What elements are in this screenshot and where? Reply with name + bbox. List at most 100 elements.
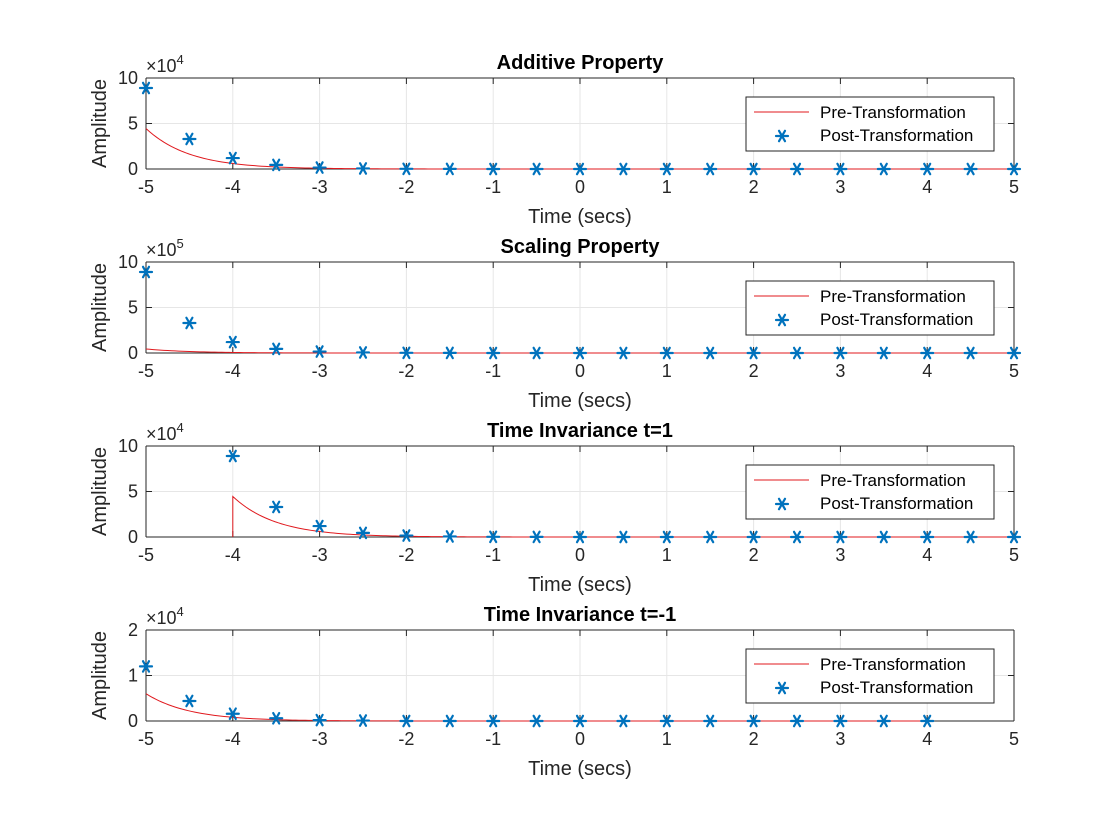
marker-stroke — [966, 162, 975, 176]
marker-stroke — [358, 162, 368, 175]
data-point-post-transformation — [876, 346, 891, 360]
x-tick-label: 4 — [922, 545, 932, 565]
data-point-post-transformation — [1006, 530, 1022, 544]
data-point-post-transformation — [355, 162, 371, 175]
legend-entry-label: Post-Transformation — [820, 126, 973, 145]
marker-stroke — [836, 162, 845, 176]
x-tick-label: 4 — [922, 177, 932, 197]
marker-stroke — [489, 530, 498, 544]
data-point-post-transformation — [269, 711, 284, 725]
axis-exponent-power: 5 — [177, 236, 184, 251]
y-tick-label: 10 — [118, 68, 138, 88]
y-tick-label: 0 — [128, 527, 138, 547]
legend-box — [745, 96, 995, 152]
data-point-post-transformation — [659, 162, 674, 176]
x-tick-label: 1 — [662, 729, 672, 749]
axis-exponent-base: ×10 — [146, 240, 177, 260]
marker-stroke — [575, 714, 585, 728]
data-point-post-transformation — [399, 346, 414, 360]
marker-stroke — [445, 162, 454, 176]
marker-stroke — [272, 711, 281, 725]
marker-stroke — [923, 346, 932, 360]
x-tick-label: -4 — [225, 361, 241, 381]
marker-stroke — [836, 714, 845, 728]
axis-exponent-label: ×104 — [146, 420, 184, 444]
marker-stroke — [879, 162, 888, 176]
axis-exponent-power: 4 — [177, 420, 184, 435]
legend-marker-post — [774, 129, 790, 143]
data-point-post-transformation — [572, 162, 588, 176]
marker-stroke — [575, 162, 585, 176]
legend: Pre-Transformation Post-Transformation — [745, 280, 995, 336]
marker-stroke — [777, 497, 787, 511]
marker-stroke — [228, 335, 237, 349]
data-point-post-transformation — [659, 714, 674, 728]
marker-stroke — [228, 449, 237, 463]
y-tick-label: 10 — [118, 436, 138, 456]
marker-stroke — [619, 714, 628, 728]
x-tick-label: 0 — [575, 361, 585, 381]
chart-title: Time Invariance t=-1 — [484, 604, 677, 626]
chart-title: Scaling Property — [501, 236, 661, 258]
data-point-post-transformation — [529, 162, 544, 176]
x-tick-label: 0 — [575, 729, 585, 749]
data-point-post-transformation — [225, 449, 240, 463]
data-point-post-transformation — [746, 714, 761, 728]
data-point-post-transformation — [659, 530, 674, 544]
legend-entry-label: Pre-Transformation — [820, 471, 966, 490]
data-point-post-transformation — [486, 346, 501, 360]
y-tick-label: 0 — [128, 343, 138, 363]
data-point-post-transformation — [399, 714, 414, 728]
x-tick-label: 4 — [922, 361, 932, 381]
axis-exponent-power: 4 — [177, 604, 184, 619]
x-tick-label: -3 — [312, 361, 328, 381]
marker-stroke — [792, 346, 802, 360]
data-point-post-transformation — [486, 714, 501, 728]
legend-box — [745, 648, 995, 704]
marker-stroke — [619, 346, 628, 360]
marker-stroke — [966, 530, 975, 544]
marker-stroke — [706, 346, 715, 360]
data-point-post-transformation — [963, 530, 978, 544]
x-tick-label: -1 — [485, 729, 501, 749]
data-point-post-transformation — [789, 714, 805, 728]
x-tick-label: -3 — [312, 177, 328, 197]
marker-stroke — [792, 530, 802, 544]
x-tick-label: 3 — [835, 545, 845, 565]
marker-stroke — [879, 714, 888, 728]
data-point-post-transformation — [963, 162, 978, 176]
marker-stroke — [575, 346, 585, 360]
marker-stroke — [749, 714, 758, 728]
data-point-post-transformation — [269, 342, 284, 356]
marker-stroke — [315, 519, 324, 533]
marker-stroke — [662, 346, 671, 360]
x-tick-label: 5 — [1009, 361, 1019, 381]
x-tick-label: -2 — [398, 545, 414, 565]
marker-stroke — [706, 530, 715, 544]
x-axis-label: Time (secs) — [528, 206, 632, 228]
data-point-post-transformation — [225, 335, 240, 349]
data-point-post-transformation — [833, 530, 848, 544]
marker-stroke — [315, 161, 324, 174]
data-point-post-transformation — [703, 162, 718, 176]
data-point-post-transformation — [138, 81, 154, 95]
y-axis-label: Amplitude — [89, 79, 111, 168]
data-point-post-transformation — [920, 530, 935, 544]
data-point-post-transformation — [355, 714, 371, 727]
x-tick-label: 0 — [575, 545, 585, 565]
marker-stroke — [923, 530, 932, 544]
marker-stroke — [402, 162, 411, 176]
legend-marker-post — [774, 681, 790, 695]
marker-stroke — [1009, 530, 1019, 544]
data-point-post-transformation — [442, 714, 457, 728]
y-tick-label: 0 — [128, 711, 138, 731]
axis-exponent-power: 4 — [177, 52, 184, 67]
data-point-post-transformation — [703, 530, 718, 544]
legend-marker-post — [774, 313, 790, 327]
x-tick-label: 5 — [1009, 545, 1019, 565]
x-axis-label: Time (secs) — [528, 390, 632, 412]
x-tick-label: 1 — [662, 545, 672, 565]
x-tick-label: -1 — [485, 177, 501, 197]
data-point-post-transformation — [312, 713, 327, 727]
